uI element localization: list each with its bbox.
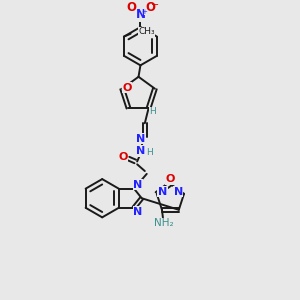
Text: H: H xyxy=(149,107,156,116)
Text: N: N xyxy=(135,8,146,21)
Text: N: N xyxy=(158,187,167,197)
Text: +: + xyxy=(141,9,147,15)
Text: O: O xyxy=(166,174,175,184)
Text: N: N xyxy=(133,207,142,217)
Text: O: O xyxy=(118,152,128,162)
Text: N: N xyxy=(174,187,183,197)
Text: CH₃: CH₃ xyxy=(138,27,155,36)
Text: N: N xyxy=(136,146,146,156)
Text: O: O xyxy=(126,2,136,14)
Text: N: N xyxy=(133,180,142,190)
Text: N: N xyxy=(136,134,146,143)
Text: O: O xyxy=(145,2,155,14)
Text: O: O xyxy=(122,83,132,93)
Text: −: − xyxy=(151,0,159,10)
Text: NH₂: NH₂ xyxy=(154,218,174,228)
Text: H: H xyxy=(146,148,153,158)
